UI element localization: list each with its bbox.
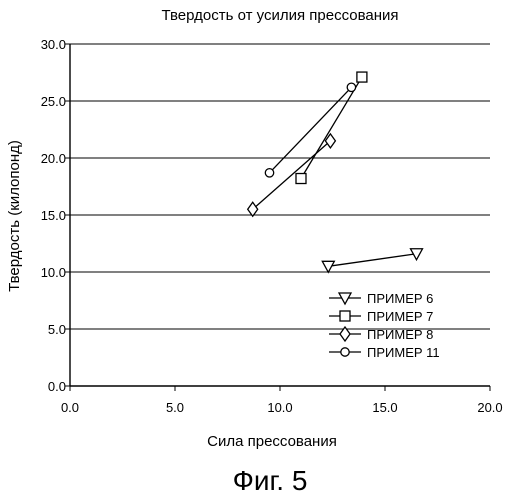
gridlines — [70, 44, 490, 329]
chart-title: Твердость от усилия прессования — [161, 7, 398, 24]
x-tick-label-4: 20.0 — [477, 400, 502, 415]
x-tick-label-0: 0.0 — [61, 400, 79, 415]
series-line-3 — [270, 87, 352, 173]
y-tick-label-4: 20.0 — [41, 151, 66, 166]
y-tick-label-3: 15.0 — [41, 208, 66, 223]
data-point-2-0 — [248, 202, 258, 216]
figure-caption: Фиг. 5 — [233, 465, 308, 496]
data-point-3-0 — [265, 169, 273, 177]
legend-label-1: ПРИМЕР 7 — [367, 309, 433, 324]
data-point-3-1 — [347, 83, 355, 91]
y-tick-label-0: 0.0 — [48, 379, 66, 394]
y-tick-label-6: 30.0 — [41, 37, 66, 52]
legend: ПРИМЕР 6 ПРИМЕР 7 ПРИМЕР 8 ПРИМЕР 11 — [329, 291, 440, 360]
data-point-0-0 — [322, 261, 334, 272]
y-tick-label-2: 10.0 — [41, 265, 66, 280]
legend-label-0: ПРИМЕР 6 — [367, 291, 433, 306]
legend-marker-1 — [340, 311, 350, 321]
legend-label-2: ПРИМЕР 8 — [367, 327, 433, 342]
legend-item-2: ПРИМЕР 8 — [329, 327, 433, 342]
x-tick-label-3: 15.0 — [372, 400, 397, 415]
y-tick-label-5: 25.0 — [41, 94, 66, 109]
x-tick-label-2: 10.0 — [267, 400, 292, 415]
legend-item-3: ПРИМЕР 11 — [329, 345, 440, 360]
series-line-0 — [328, 254, 416, 267]
data-point-1-0 — [296, 174, 306, 184]
y-tick-label-1: 5.0 — [48, 322, 66, 337]
series-0 — [322, 249, 422, 273]
series-1 — [296, 72, 367, 183]
x-tick-label-1: 5.0 — [166, 400, 184, 415]
x-axis-label: Сила прессования — [207, 433, 337, 450]
legend-label-3: ПРИМЕР 11 — [367, 345, 440, 360]
legend-item-0: ПРИМЕР 6 — [329, 291, 433, 306]
y-axis-label: Твердость (килопонд) — [6, 140, 23, 292]
series-group — [248, 72, 423, 272]
series-line-2 — [253, 141, 331, 209]
series-line-1 — [301, 77, 362, 178]
legend-item-1: ПРИМЕР 7 — [329, 309, 433, 324]
data-point-1-1 — [357, 72, 367, 82]
series-2 — [248, 134, 336, 216]
legend-marker-3 — [341, 348, 349, 356]
